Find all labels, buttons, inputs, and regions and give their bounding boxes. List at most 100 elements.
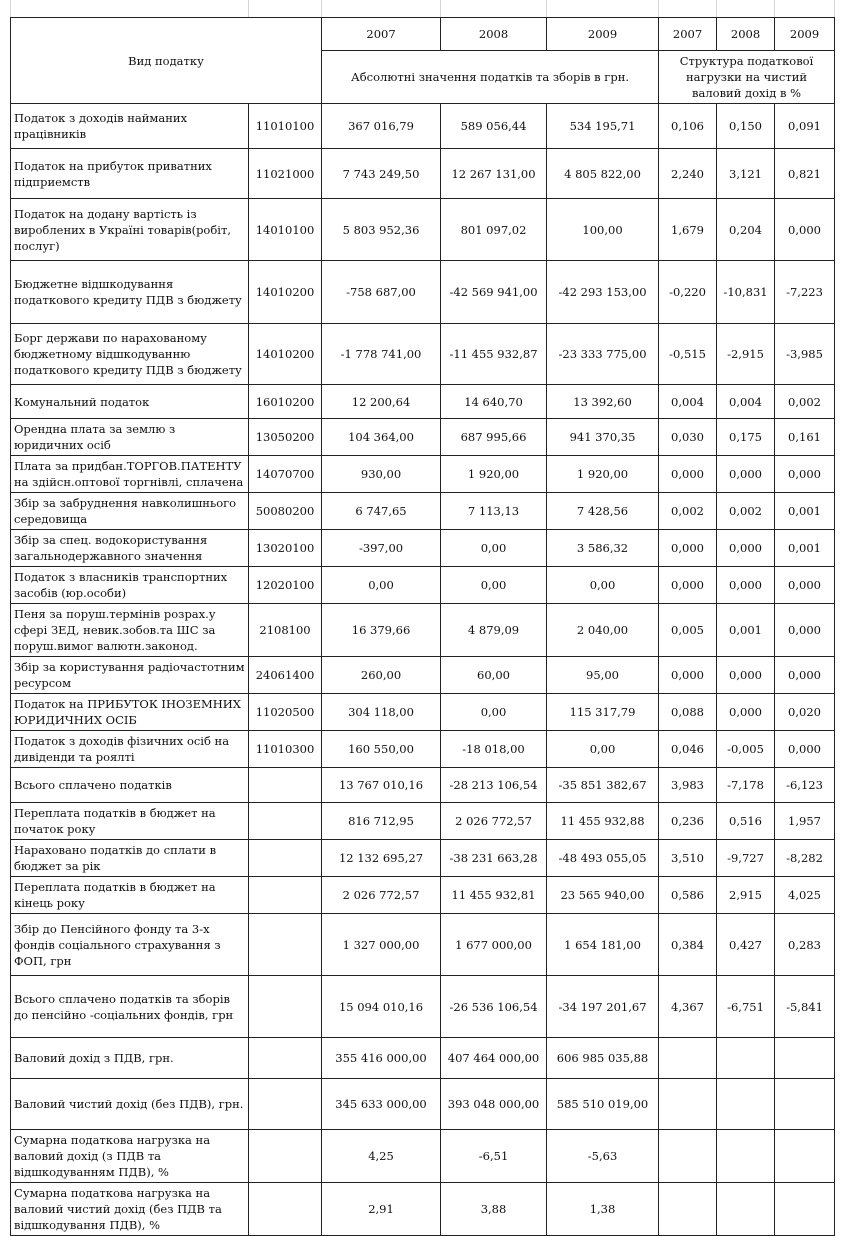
structure-2009-cell: 4,025 xyxy=(774,876,836,914)
value-2009-cell: 1,38 xyxy=(546,1182,660,1236)
value-2008-cell: 0,00 xyxy=(440,566,548,604)
structure-2008-cell: 0,000 xyxy=(716,693,776,731)
value-2008-cell: 14 640,70 xyxy=(440,384,548,419)
value-2008-cell: -26 536 106,54 xyxy=(440,975,548,1038)
value-2009-cell: 1 654 181,00 xyxy=(546,913,660,976)
header-tax-structure: Структура податкової нагрузки на чистий … xyxy=(658,50,836,104)
header-year-2008: 2008 xyxy=(440,17,548,51)
header-year-2009: 2009 xyxy=(546,17,660,51)
tax-name-cell: Плата за придбан.ТОРГОВ.ПАТЕНТУ на здійс… xyxy=(10,455,249,493)
table-row: Всього сплачено податків та зборів до пе… xyxy=(10,975,836,1038)
table-row: Нараховано податків до сплати в бюджет з… xyxy=(10,839,836,877)
structure-2008-cell: -10,831 xyxy=(716,260,776,324)
structure-2009-cell: 0,161 xyxy=(774,418,836,456)
value-2007-cell: 16 379,66 xyxy=(321,603,442,657)
value-2009-cell: 11 455 932,88 xyxy=(546,802,660,840)
table-row: Сумарна податкова нагрузка на валовий до… xyxy=(10,1129,836,1183)
structure-2009-cell: -8,282 xyxy=(774,839,836,877)
value-2009-cell: 23 565 940,00 xyxy=(546,876,660,914)
header-absolute-values: Абсолютні значення податків та зборів в … xyxy=(321,50,660,104)
structure-2008-cell xyxy=(716,1078,776,1130)
table-row: Сумарна податкова нагрузка на валовий чи… xyxy=(10,1182,836,1236)
tax-code-cell xyxy=(247,1037,323,1079)
value-2007-cell: 4,25 xyxy=(321,1129,442,1183)
tax-name-cell: Переплата податків в бюджет на кінець ро… xyxy=(10,876,249,914)
tax-name-cell: Всього сплачено податків xyxy=(10,767,249,803)
value-2007-cell: 12 200,64 xyxy=(321,384,442,419)
structure-2007-cell: 0,000 xyxy=(658,656,718,694)
value-2007-cell: 1 327 000,00 xyxy=(321,913,442,976)
value-2007-cell: 0,00 xyxy=(321,566,442,604)
tax-code-cell xyxy=(247,802,323,840)
structure-2009-cell: 0,002 xyxy=(774,384,836,419)
structure-2009-cell: 0,020 xyxy=(774,693,836,731)
tax-name-cell: Податок на прибуток приватних підприемст… xyxy=(10,148,249,199)
table-row: Пеня за поруш.термінів розрах.у сфері ЗЕ… xyxy=(10,603,836,657)
tax-name-cell: Сумарна податкова нагрузка на валовий до… xyxy=(10,1129,249,1183)
value-2007-cell: 355 416 000,00 xyxy=(321,1037,442,1079)
value-2009-cell: 3 586,32 xyxy=(546,529,660,567)
structure-2007-cell: 1,679 xyxy=(658,198,718,261)
value-2009-cell: 606 985 035,88 xyxy=(546,1037,660,1079)
header-tax-type: Вид податку xyxy=(9,17,323,104)
tax-name-cell: Орендна плата за землю з юридичних осіб xyxy=(10,418,249,456)
header-year-2007: 2007 xyxy=(321,17,442,51)
structure-2009-cell: 0,001 xyxy=(774,492,836,530)
structure-2007-cell: 4,367 xyxy=(658,975,718,1038)
tax-table: Вид податку 2007 2008 2009 2007 2008 200… xyxy=(9,17,836,1236)
table-row: Переплата податків в бюджет на кінець ро… xyxy=(10,876,836,914)
value-2007-cell: 2,91 xyxy=(321,1182,442,1236)
structure-2008-cell: 0,001 xyxy=(716,603,776,657)
structure-2008-cell: 3,121 xyxy=(716,148,776,199)
tax-code-cell: 50080200 xyxy=(247,492,323,530)
value-2007-cell: 304 118,00 xyxy=(321,693,442,731)
structure-2008-cell: -7,178 xyxy=(716,767,776,803)
structure-2008-cell: 0,427 xyxy=(716,913,776,976)
value-2007-cell: 345 633 000,00 xyxy=(321,1078,442,1130)
structure-2008-cell: -0,005 xyxy=(716,730,776,768)
spreadsheet-column-strip xyxy=(0,0,841,17)
value-2007-cell: 7 743 249,50 xyxy=(321,148,442,199)
value-2008-cell: 687 995,66 xyxy=(440,418,548,456)
value-2009-cell: 1 920,00 xyxy=(546,455,660,493)
structure-2007-cell: 2,240 xyxy=(658,148,718,199)
structure-2007-cell: 0,030 xyxy=(658,418,718,456)
structure-2008-cell: -2,915 xyxy=(716,323,776,385)
tax-code-cell xyxy=(247,1129,323,1183)
table-row: Податок з доходів найманих працівників 11… xyxy=(10,103,836,149)
structure-2009-cell xyxy=(774,1078,836,1130)
value-2009-cell: 7 428,56 xyxy=(546,492,660,530)
value-2007-cell: 160 550,00 xyxy=(321,730,442,768)
value-2008-cell: -11 455 932,87 xyxy=(440,323,548,385)
table-row: Переплата податків в бюджет на початок р… xyxy=(10,802,836,840)
table-row: Податок на ПРИБУТОК ІНОЗЕМНИХ ЮРИДИЧНИХ … xyxy=(10,693,836,731)
tax-code-cell: 13020100 xyxy=(247,529,323,567)
tax-name-cell: Бюджетне відшкодування податкового креди… xyxy=(10,260,249,324)
tax-name-cell: Нараховано податків до сплати в бюджет з… xyxy=(10,839,249,877)
value-2008-cell: -6,51 xyxy=(440,1129,548,1183)
tax-name-cell: Збір за забруднення навколишнього середо… xyxy=(10,492,249,530)
structure-2007-cell: 3,983 xyxy=(658,767,718,803)
structure-2007-cell xyxy=(658,1129,718,1183)
value-2009-cell: -48 493 055,05 xyxy=(546,839,660,877)
tax-name-cell: Комунальний податок xyxy=(10,384,249,419)
table-row: Податок на прибуток приватних підприемст… xyxy=(10,148,836,199)
structure-2008-cell: 0,150 xyxy=(716,103,776,149)
structure-2007-cell: -0,515 xyxy=(658,323,718,385)
structure-2007-cell: 0,002 xyxy=(658,492,718,530)
structure-2009-cell: 0,000 xyxy=(774,656,836,694)
structure-2007-cell: -0,220 xyxy=(658,260,718,324)
tax-name-cell: Збір до Пенсійного фонду та 3-х фондів с… xyxy=(10,913,249,976)
structure-2007-cell: 3,510 xyxy=(658,839,718,877)
structure-2009-cell xyxy=(774,1129,836,1183)
value-2009-cell: -23 333 775,00 xyxy=(546,323,660,385)
value-2007-cell: 260,00 xyxy=(321,656,442,694)
header-struct-year-2008: 2008 xyxy=(716,17,776,51)
tax-name-cell: Збір за користування радіочастотним ресу… xyxy=(10,656,249,694)
value-2008-cell: 1 677 000,00 xyxy=(440,913,548,976)
structure-2007-cell xyxy=(658,1037,718,1079)
tax-name-cell: Борг держави по нарахованому бюджетному … xyxy=(10,323,249,385)
tax-code-cell: 2108100 xyxy=(247,603,323,657)
tax-name-cell: Переплата податків в бюджет на початок р… xyxy=(10,802,249,840)
structure-2008-cell: 0,004 xyxy=(716,384,776,419)
